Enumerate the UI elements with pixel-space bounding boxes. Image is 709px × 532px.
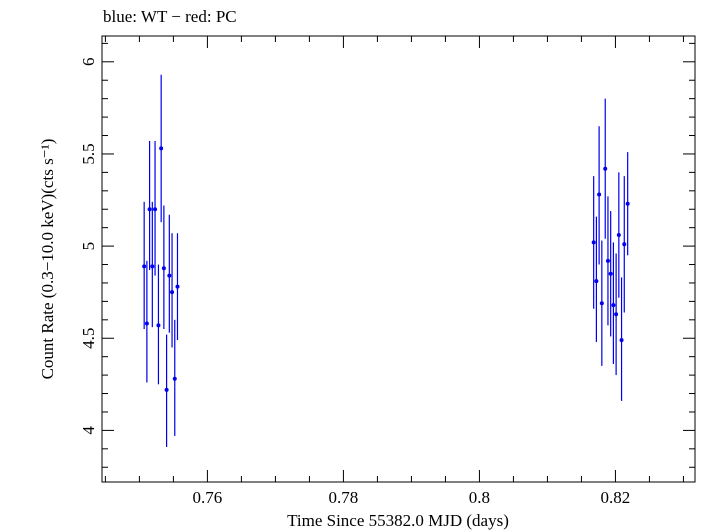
data-point bbox=[608, 271, 613, 276]
chart-title: blue: WT − red: PC bbox=[103, 7, 237, 26]
data-point bbox=[603, 166, 608, 171]
data-point bbox=[170, 290, 175, 295]
data-point bbox=[605, 258, 610, 263]
data-point bbox=[161, 266, 166, 271]
data-point bbox=[616, 233, 621, 238]
x-tick-label: 0.8 bbox=[469, 488, 490, 507]
data-point bbox=[625, 201, 630, 206]
x-tick-label: 0.82 bbox=[601, 488, 631, 507]
data-point bbox=[175, 284, 180, 289]
plot-frame bbox=[101, 35, 696, 483]
data-point bbox=[156, 323, 161, 328]
data-point bbox=[153, 207, 158, 212]
data-point bbox=[597, 192, 602, 197]
y-axis-title: Count Rate (0.3−10.0 keV)(cts s⁻¹) bbox=[38, 139, 57, 380]
data-points bbox=[142, 74, 630, 447]
y-tick-label: 5 bbox=[79, 242, 98, 251]
data-point bbox=[611, 303, 616, 308]
data-point bbox=[167, 273, 172, 278]
data-point bbox=[594, 279, 599, 284]
data-point bbox=[150, 264, 155, 269]
x-axis: 0.76 0.78 0.8 0.82 bbox=[104, 36, 684, 507]
data-point bbox=[622, 242, 627, 247]
data-point bbox=[172, 376, 177, 381]
y-tick-label: 4 bbox=[79, 426, 98, 435]
data-point bbox=[614, 312, 619, 317]
x-tick-label: 0.78 bbox=[329, 488, 359, 507]
y-tick-label: 4.5 bbox=[79, 328, 98, 349]
data-point bbox=[619, 338, 624, 343]
x-tick-label: 0.76 bbox=[193, 488, 223, 507]
data-point bbox=[142, 264, 147, 269]
data-point bbox=[159, 146, 164, 151]
data-point bbox=[144, 321, 149, 326]
y-tick-label: 5.5 bbox=[79, 143, 98, 164]
x-axis-title: Time Since 55382.0 MJD (days) bbox=[287, 511, 509, 530]
y-axis: 4 4.5 5 5.5 6 bbox=[79, 42, 695, 468]
data-point bbox=[591, 240, 596, 245]
data-point bbox=[147, 207, 152, 212]
data-point bbox=[599, 301, 604, 306]
data-point bbox=[164, 387, 169, 392]
y-tick-label: 6 bbox=[79, 58, 98, 67]
